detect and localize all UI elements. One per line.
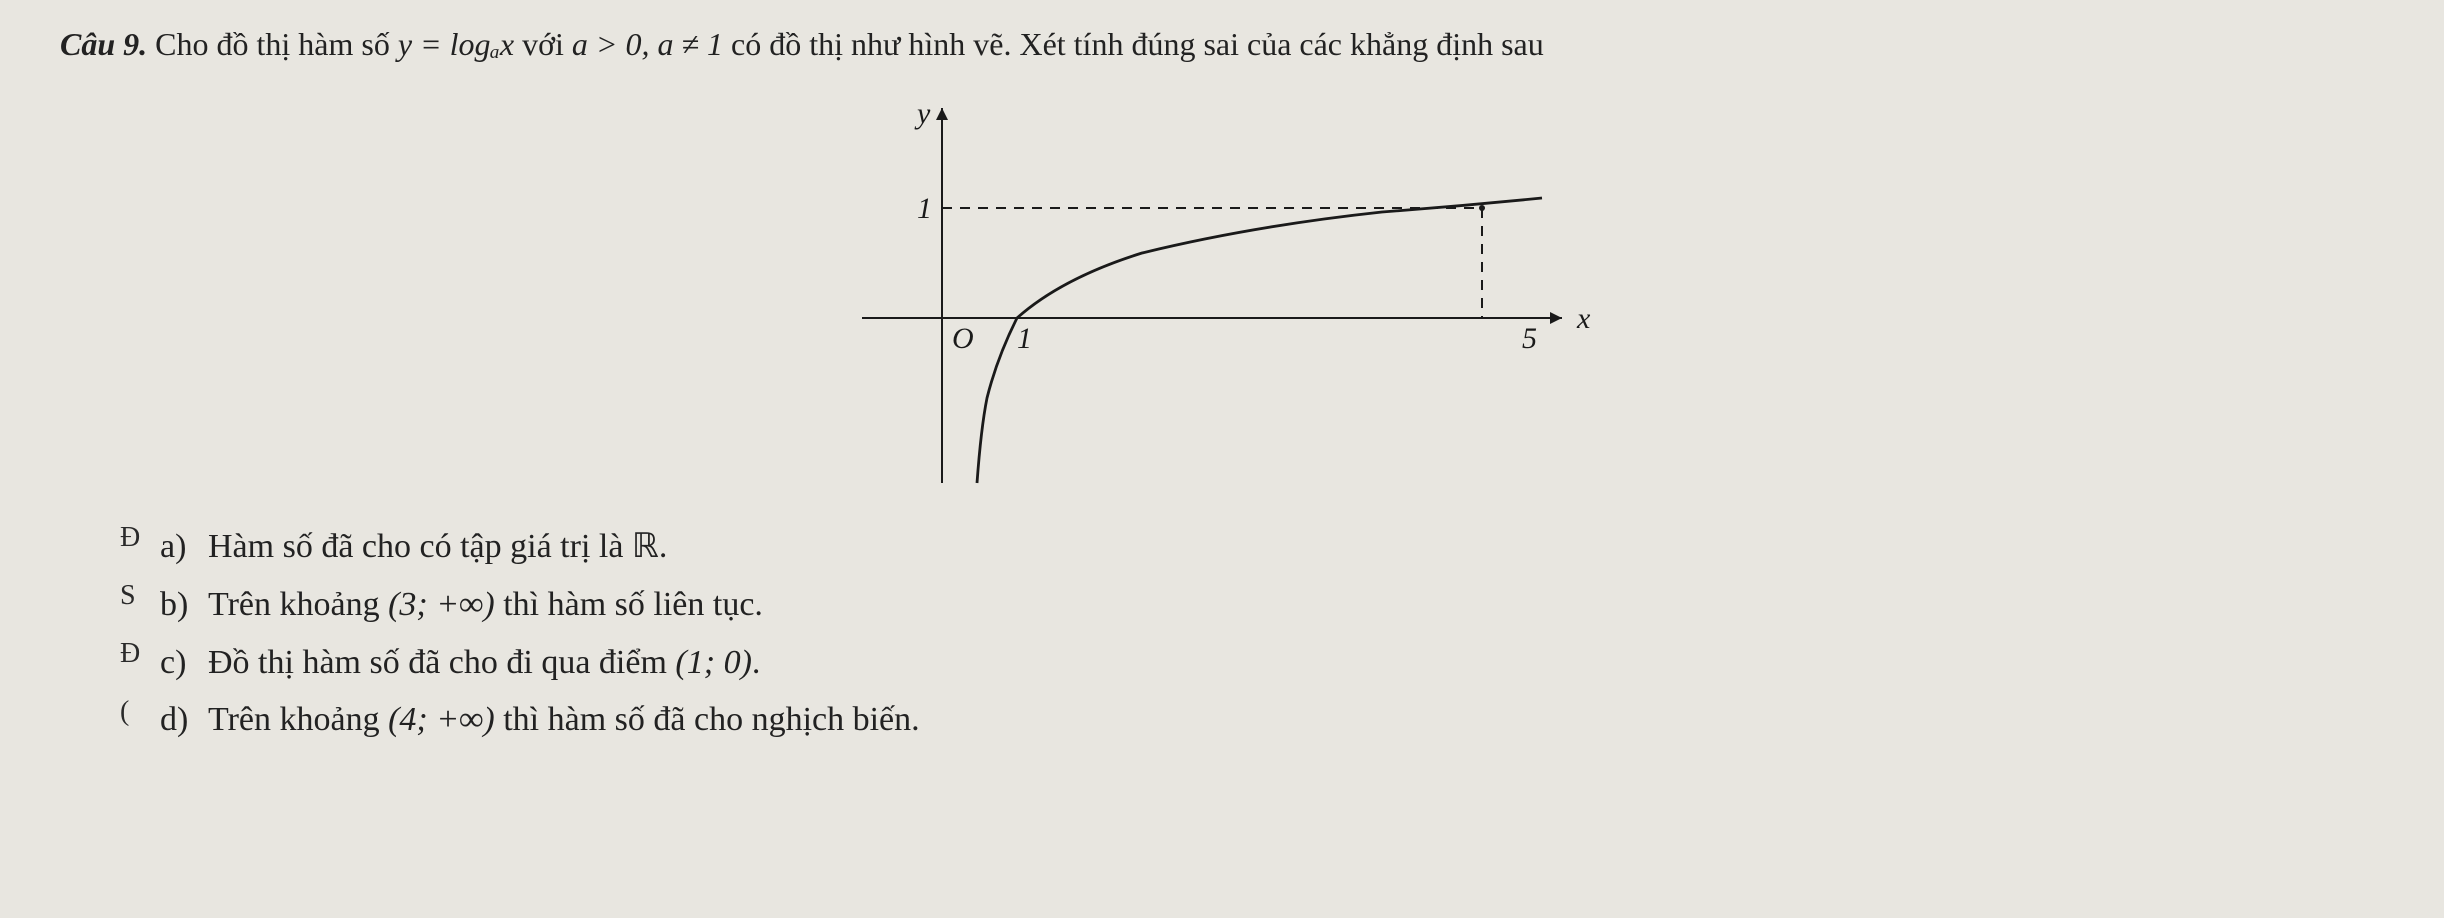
annotation-c: Đ [120,638,140,670]
x-axis-arrow [1550,312,1562,324]
option-c-text-1: Đồ thị hàm số đã cho đi qua điểm [208,644,675,681]
marked-point [1479,205,1485,211]
option-c-text-2: . [752,644,761,681]
option-b: b) Trên khoảng (3; +∞) thì hàm số liên t… [160,576,2384,634]
log-graph: y x O 1 5 1 [822,88,1622,488]
annotation-b: S [120,580,136,612]
option-b-interval: (3; +∞) [388,586,495,623]
option-a-label: a) [160,518,200,576]
option-b-text-1: Trên khoảng [208,586,388,623]
options-wrapper: Đ S Đ ( a) Hàm số đã cho có tập giá trị … [60,518,2384,749]
option-b-text-2: thì hàm số liên tục. [495,586,763,623]
graph-container: y x O 1 5 1 [60,88,2384,488]
option-d-interval: (4; +∞) [388,701,495,738]
option-d-label: d) [160,691,200,749]
option-c-label: c) [160,634,200,692]
y-tick-1: 1 [917,192,932,225]
x-tick-1: 1 [1017,322,1032,355]
options-list: a) Hàm số đã cho có tập giá trị là ℝ. b)… [160,518,2384,749]
question-number: Câu 9. [60,26,147,62]
question-formula: y = logₐx [398,26,514,62]
question-text-3: có đồ thị như hình vẽ. Xét tính đúng sai… [731,26,1544,62]
origin-label: O [952,322,974,355]
option-c: c) Đồ thị hàm số đã cho đi qua điểm (1; … [160,634,2384,692]
question-text-2: với [522,26,572,62]
option-d-text-1: Trên khoảng [208,701,388,738]
x-tick-5: 5 [1522,322,1537,355]
log-curve [977,198,1542,483]
question-header: Câu 9. Cho đồ thị hàm số y = logₐx với a… [60,20,2384,68]
annotation-d: ( [120,696,129,728]
annotation-a: Đ [120,522,140,554]
option-d-text-2: thì hàm số đã cho nghịch biến. [495,701,920,738]
option-d: d) Trên khoảng (4; +∞) thì hàm số đã cho… [160,691,2384,749]
option-a-text: Hàm số đã cho có tập giá trị là ℝ. [208,518,667,576]
question-text-1: Cho đồ thị hàm số [155,26,398,62]
option-c-point: (1; 0) [675,644,751,681]
x-axis-label: x [1576,302,1591,335]
y-axis-label: y [914,97,931,130]
y-axis-arrow [936,108,948,120]
question-condition: a > 0, a ≠ 1 [572,26,723,62]
option-a: a) Hàm số đã cho có tập giá trị là ℝ. [160,518,2384,576]
option-b-label: b) [160,576,200,634]
